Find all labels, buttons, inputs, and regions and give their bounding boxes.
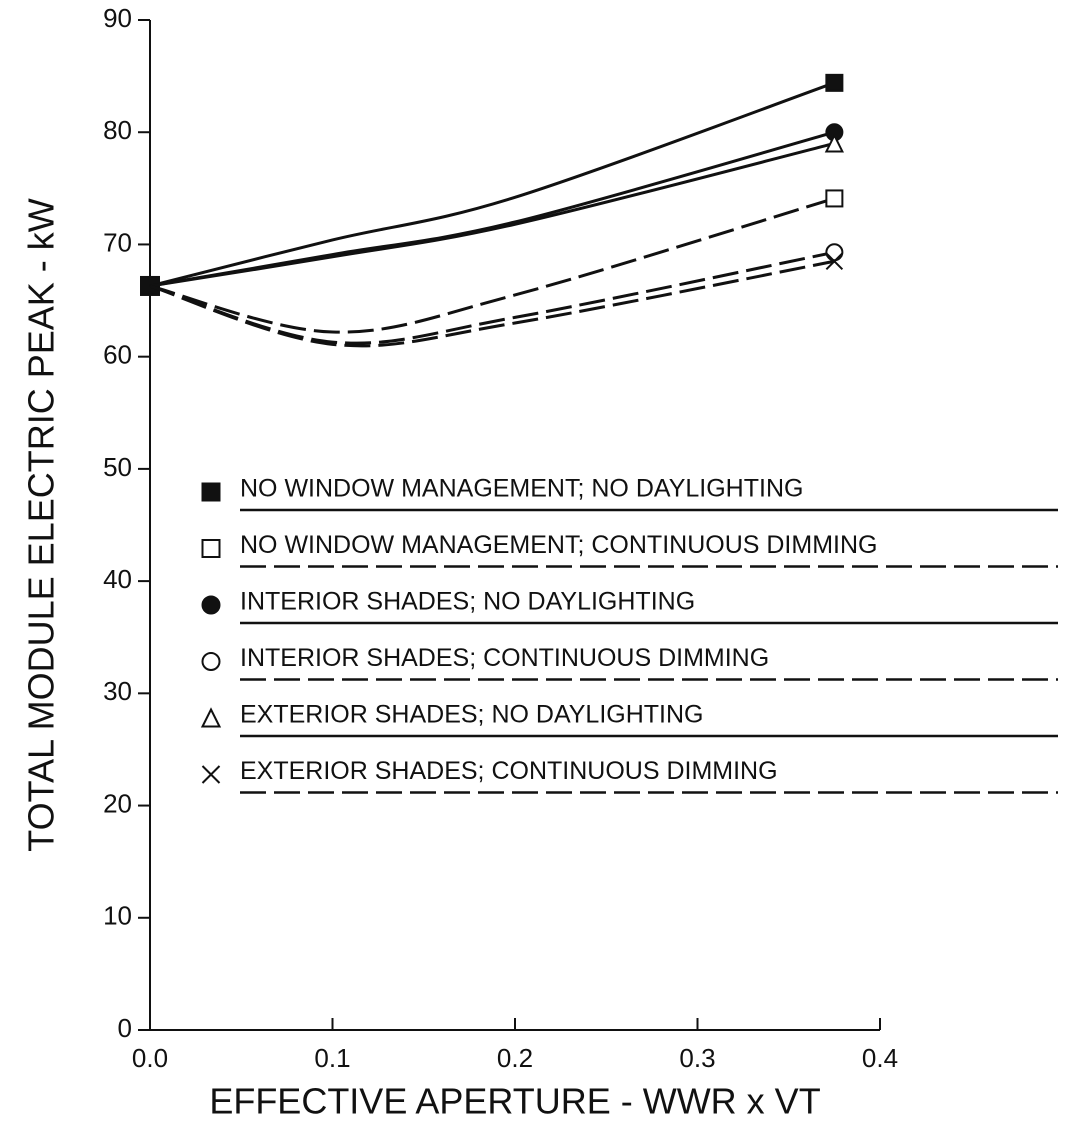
x-tick-label: 0.0 (132, 1043, 168, 1073)
y-tick-label: 80 (103, 115, 132, 145)
x-tick-label: 0.1 (314, 1043, 350, 1073)
series-line (149, 259, 835, 348)
y-tick-label: 40 (103, 564, 132, 594)
marker (825, 252, 844, 270)
x-axis-title: EFFECTIVE APERTURE - WWR x VT (209, 1081, 820, 1122)
x-tick-label: 0.4 (862, 1043, 898, 1073)
marker (825, 73, 844, 92)
y-tick-label: 90 (103, 3, 132, 33)
series-line (149, 130, 835, 288)
y-tick-label: 10 (103, 901, 132, 931)
marker (200, 707, 222, 728)
y-tick-label: 20 (103, 788, 132, 818)
marker (824, 133, 844, 153)
legend-label: NO WINDOW MANAGEMENT; CONTINUOUS DIMMING (240, 531, 877, 559)
marker (825, 243, 844, 262)
legend-label: INTERIOR SHADES; CONTINUOUS DIMMING (240, 644, 769, 672)
y-tick-label: 50 (103, 452, 132, 482)
marker (201, 595, 221, 615)
legend-label: INTERIOR SHADES; NO DAYLIGHTING (240, 588, 695, 616)
marker (201, 539, 221, 558)
y-tick-label: 70 (103, 227, 132, 257)
marker (201, 765, 221, 784)
x-tick-label: 0.3 (679, 1043, 715, 1073)
marker (201, 482, 221, 502)
marker (825, 189, 844, 208)
series-line (149, 141, 835, 288)
y-tick-label: 30 (103, 676, 132, 706)
y-tick-label: 60 (103, 340, 132, 370)
y-tick-label: 0 (118, 1013, 132, 1043)
marker (201, 652, 221, 671)
series-line (149, 81, 835, 288)
x-tick-label: 0.2 (497, 1043, 533, 1073)
legend-label: EXTERIOR SHADES; CONTINUOUS DIMMING (240, 757, 778, 785)
y-axis-title: TOTAL MODULE ELECTRIC PEAK - kW (21, 198, 62, 851)
series-line (149, 250, 835, 345)
series-line (149, 196, 835, 334)
legend-label: NO WINDOW MANAGEMENT; NO DAYLIGHTING (240, 475, 803, 503)
legend-label: EXTERIOR SHADES; NO DAYLIGHTING (240, 701, 704, 729)
